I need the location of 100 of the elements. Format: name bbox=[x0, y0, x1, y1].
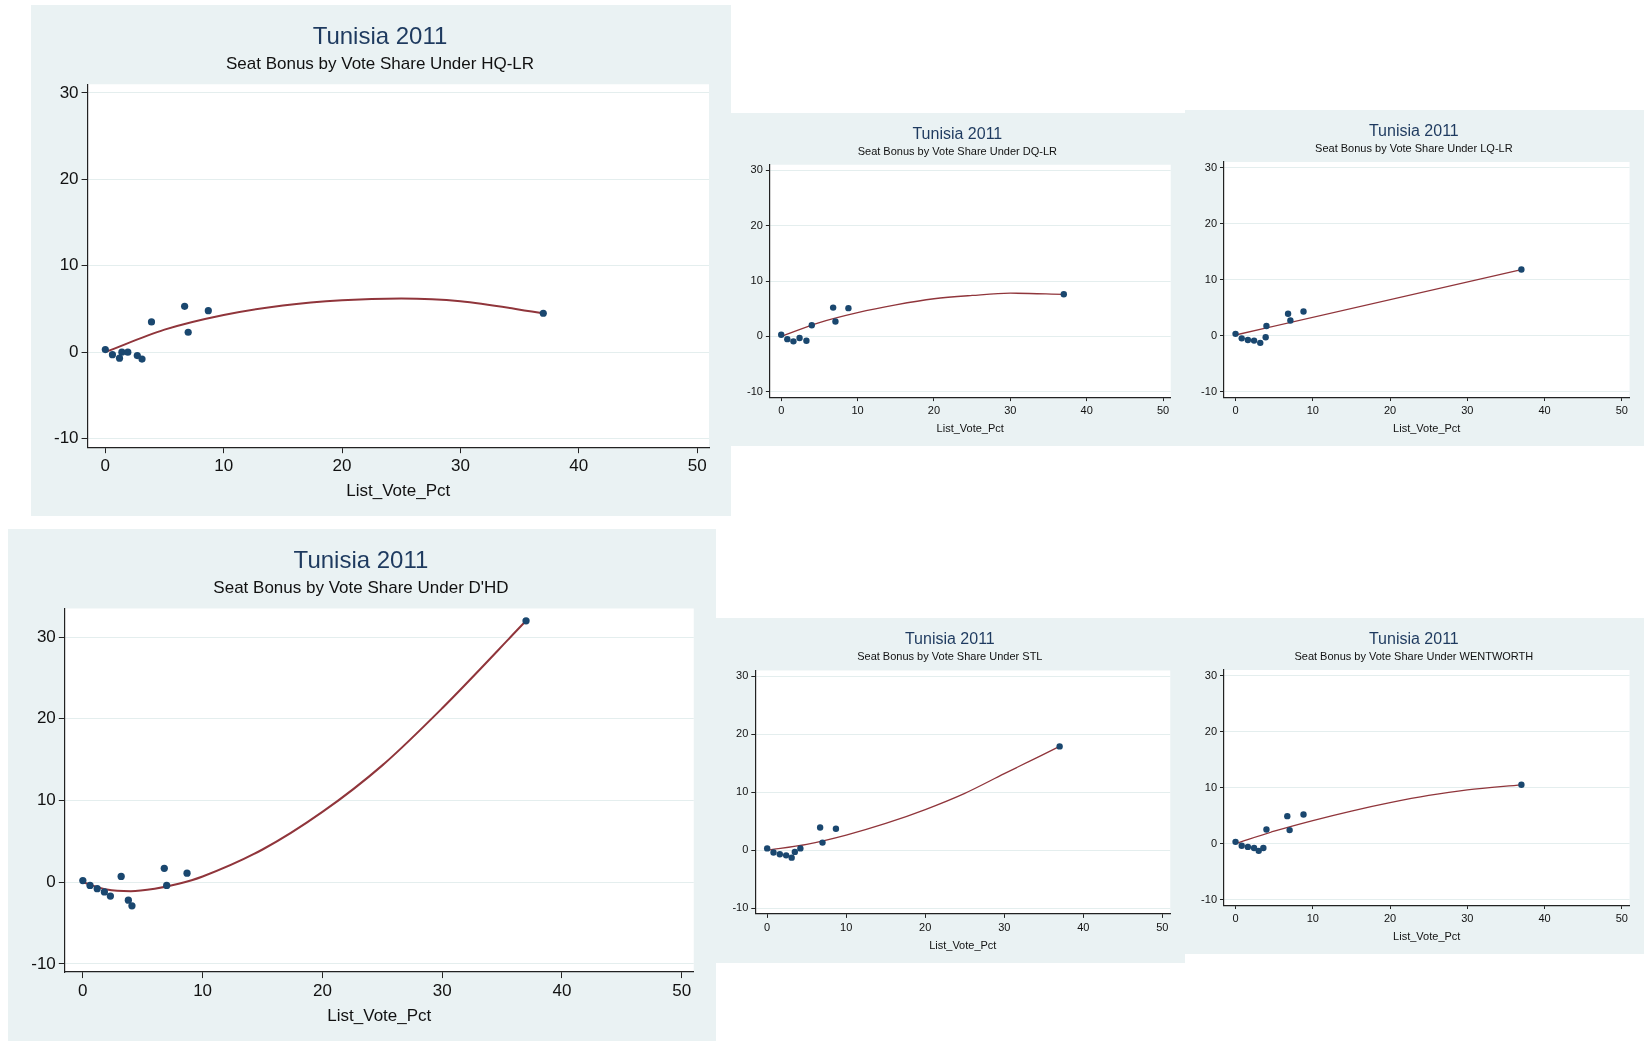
y-tick-label: -10 bbox=[732, 901, 749, 914]
point bbox=[832, 318, 839, 325]
point bbox=[1300, 811, 1307, 818]
y-tick-label: 30 bbox=[1204, 668, 1218, 681]
y-tick-label: 10 bbox=[1204, 272, 1218, 285]
point bbox=[204, 307, 212, 315]
y-tick-label: 0 bbox=[1210, 836, 1218, 849]
x-tick-label: 20 bbox=[332, 456, 352, 476]
point bbox=[183, 869, 191, 877]
point bbox=[1238, 842, 1245, 849]
point bbox=[115, 354, 124, 362]
x-tick-label: 50 bbox=[687, 456, 707, 476]
point bbox=[108, 351, 117, 359]
point bbox=[763, 845, 771, 852]
x-tick-label: 40 bbox=[552, 980, 572, 1000]
chart-subtitle: Seat Bonus by Vote Share Under WENTWORTH bbox=[1294, 649, 1534, 662]
y-tick-label: 10 bbox=[736, 785, 749, 798]
point bbox=[117, 872, 125, 881]
chart-title: Tunisia 2011 bbox=[904, 630, 995, 648]
x-axis-title: List_Vote_Pct bbox=[327, 1006, 432, 1026]
x-tick-label: 30 bbox=[1461, 403, 1474, 416]
point bbox=[147, 318, 156, 326]
point bbox=[100, 888, 109, 896]
y-tick-label: 0 bbox=[46, 871, 56, 891]
x-tick-label: 10 bbox=[1306, 911, 1319, 924]
point bbox=[816, 824, 824, 831]
x-tick-label: 20 bbox=[927, 403, 941, 416]
point bbox=[133, 351, 141, 360]
y-tick-label: 30 bbox=[750, 163, 763, 176]
y-tick-label: -10 bbox=[1201, 384, 1218, 397]
x-tick-label: 50 bbox=[1615, 911, 1628, 924]
point bbox=[1060, 291, 1068, 298]
x-tick-label: 0 bbox=[778, 403, 785, 416]
y-tick-label: 0 bbox=[1210, 328, 1218, 341]
point bbox=[128, 902, 136, 910]
x-axis-title: List_Vote_Pct bbox=[1393, 929, 1461, 942]
y-tick-label: 10 bbox=[36, 790, 56, 810]
x-axis-title: List_Vote_Pct bbox=[1393, 421, 1461, 434]
y-tick-label: 30 bbox=[1204, 160, 1218, 173]
chart-title: Tunisia 2011 bbox=[912, 124, 1003, 142]
y-tick-label: 0 bbox=[756, 329, 763, 342]
point bbox=[1300, 308, 1307, 315]
point bbox=[776, 850, 784, 858]
chart-subtitle: Seat Bonus by Vote Share Under LQ-LR bbox=[1315, 141, 1513, 154]
x-tick-label: 0 bbox=[1232, 403, 1239, 416]
chart-subtitle: Seat Bonus by Vote Share Under STL bbox=[857, 650, 1043, 663]
y-tick-label: 20 bbox=[1204, 216, 1218, 229]
point bbox=[1287, 317, 1294, 324]
x-axis-title: List_Vote_Pct bbox=[936, 421, 1004, 434]
x-axis-title: List_Vote_Pct bbox=[929, 938, 997, 951]
point bbox=[770, 849, 777, 856]
y-tick-label: -10 bbox=[53, 428, 79, 448]
point bbox=[86, 881, 94, 890]
y-tick-label: -10 bbox=[31, 953, 56, 973]
x-tick-label: 30 bbox=[432, 980, 452, 1000]
point bbox=[93, 885, 101, 893]
point bbox=[845, 304, 852, 312]
point bbox=[1284, 812, 1291, 820]
y-tick-label: 0 bbox=[69, 341, 79, 361]
point bbox=[124, 348, 132, 356]
x-tick-label: 10 bbox=[1306, 403, 1319, 416]
x-tick-label: 20 bbox=[1383, 911, 1397, 924]
x-tick-label: 50 bbox=[1156, 403, 1170, 416]
x-tick-label: 0 bbox=[764, 920, 771, 933]
x-tick-label: 40 bbox=[569, 456, 589, 476]
point bbox=[1263, 826, 1270, 833]
x-tick-label: 30 bbox=[1004, 403, 1017, 416]
x-tick-label: 30 bbox=[1461, 911, 1474, 924]
chart-title: Tunisia 2011 bbox=[312, 22, 448, 50]
point bbox=[101, 345, 109, 354]
point bbox=[1263, 322, 1270, 330]
point bbox=[832, 825, 840, 832]
point bbox=[819, 839, 826, 846]
point bbox=[778, 331, 785, 338]
x-tick-label: 50 bbox=[1615, 403, 1628, 416]
point bbox=[124, 896, 132, 904]
x-tick-label: 0 bbox=[100, 456, 111, 476]
x-tick-label: 40 bbox=[1538, 911, 1551, 924]
x-tick-label: 50 bbox=[1156, 920, 1169, 933]
y-tick-label: -10 bbox=[1201, 892, 1218, 905]
y-tick-label: 30 bbox=[59, 82, 79, 102]
chart-subtitle: Seat Bonus by Vote Share Under HQ-LR bbox=[225, 53, 535, 73]
x-tick-label: 20 bbox=[1383, 403, 1397, 416]
point bbox=[184, 328, 192, 336]
y-tick-label: 0 bbox=[742, 843, 749, 856]
point bbox=[1286, 826, 1293, 834]
x-tick-label: 20 bbox=[312, 980, 332, 1000]
point bbox=[1250, 844, 1258, 852]
point bbox=[791, 848, 799, 856]
y-tick-label: 20 bbox=[750, 218, 763, 231]
point bbox=[1260, 844, 1267, 852]
point bbox=[829, 304, 837, 311]
x-tick-label: 10 bbox=[851, 403, 864, 416]
point bbox=[1518, 266, 1525, 273]
point bbox=[1262, 334, 1269, 341]
x-tick-label: 10 bbox=[193, 980, 213, 1000]
chart-subtitle: Seat Bonus by Vote Share Under D'HD bbox=[213, 577, 509, 597]
chart-title: Tunisia 2011 bbox=[1368, 121, 1459, 139]
point bbox=[797, 845, 804, 852]
x-tick-label: 20 bbox=[919, 920, 932, 933]
